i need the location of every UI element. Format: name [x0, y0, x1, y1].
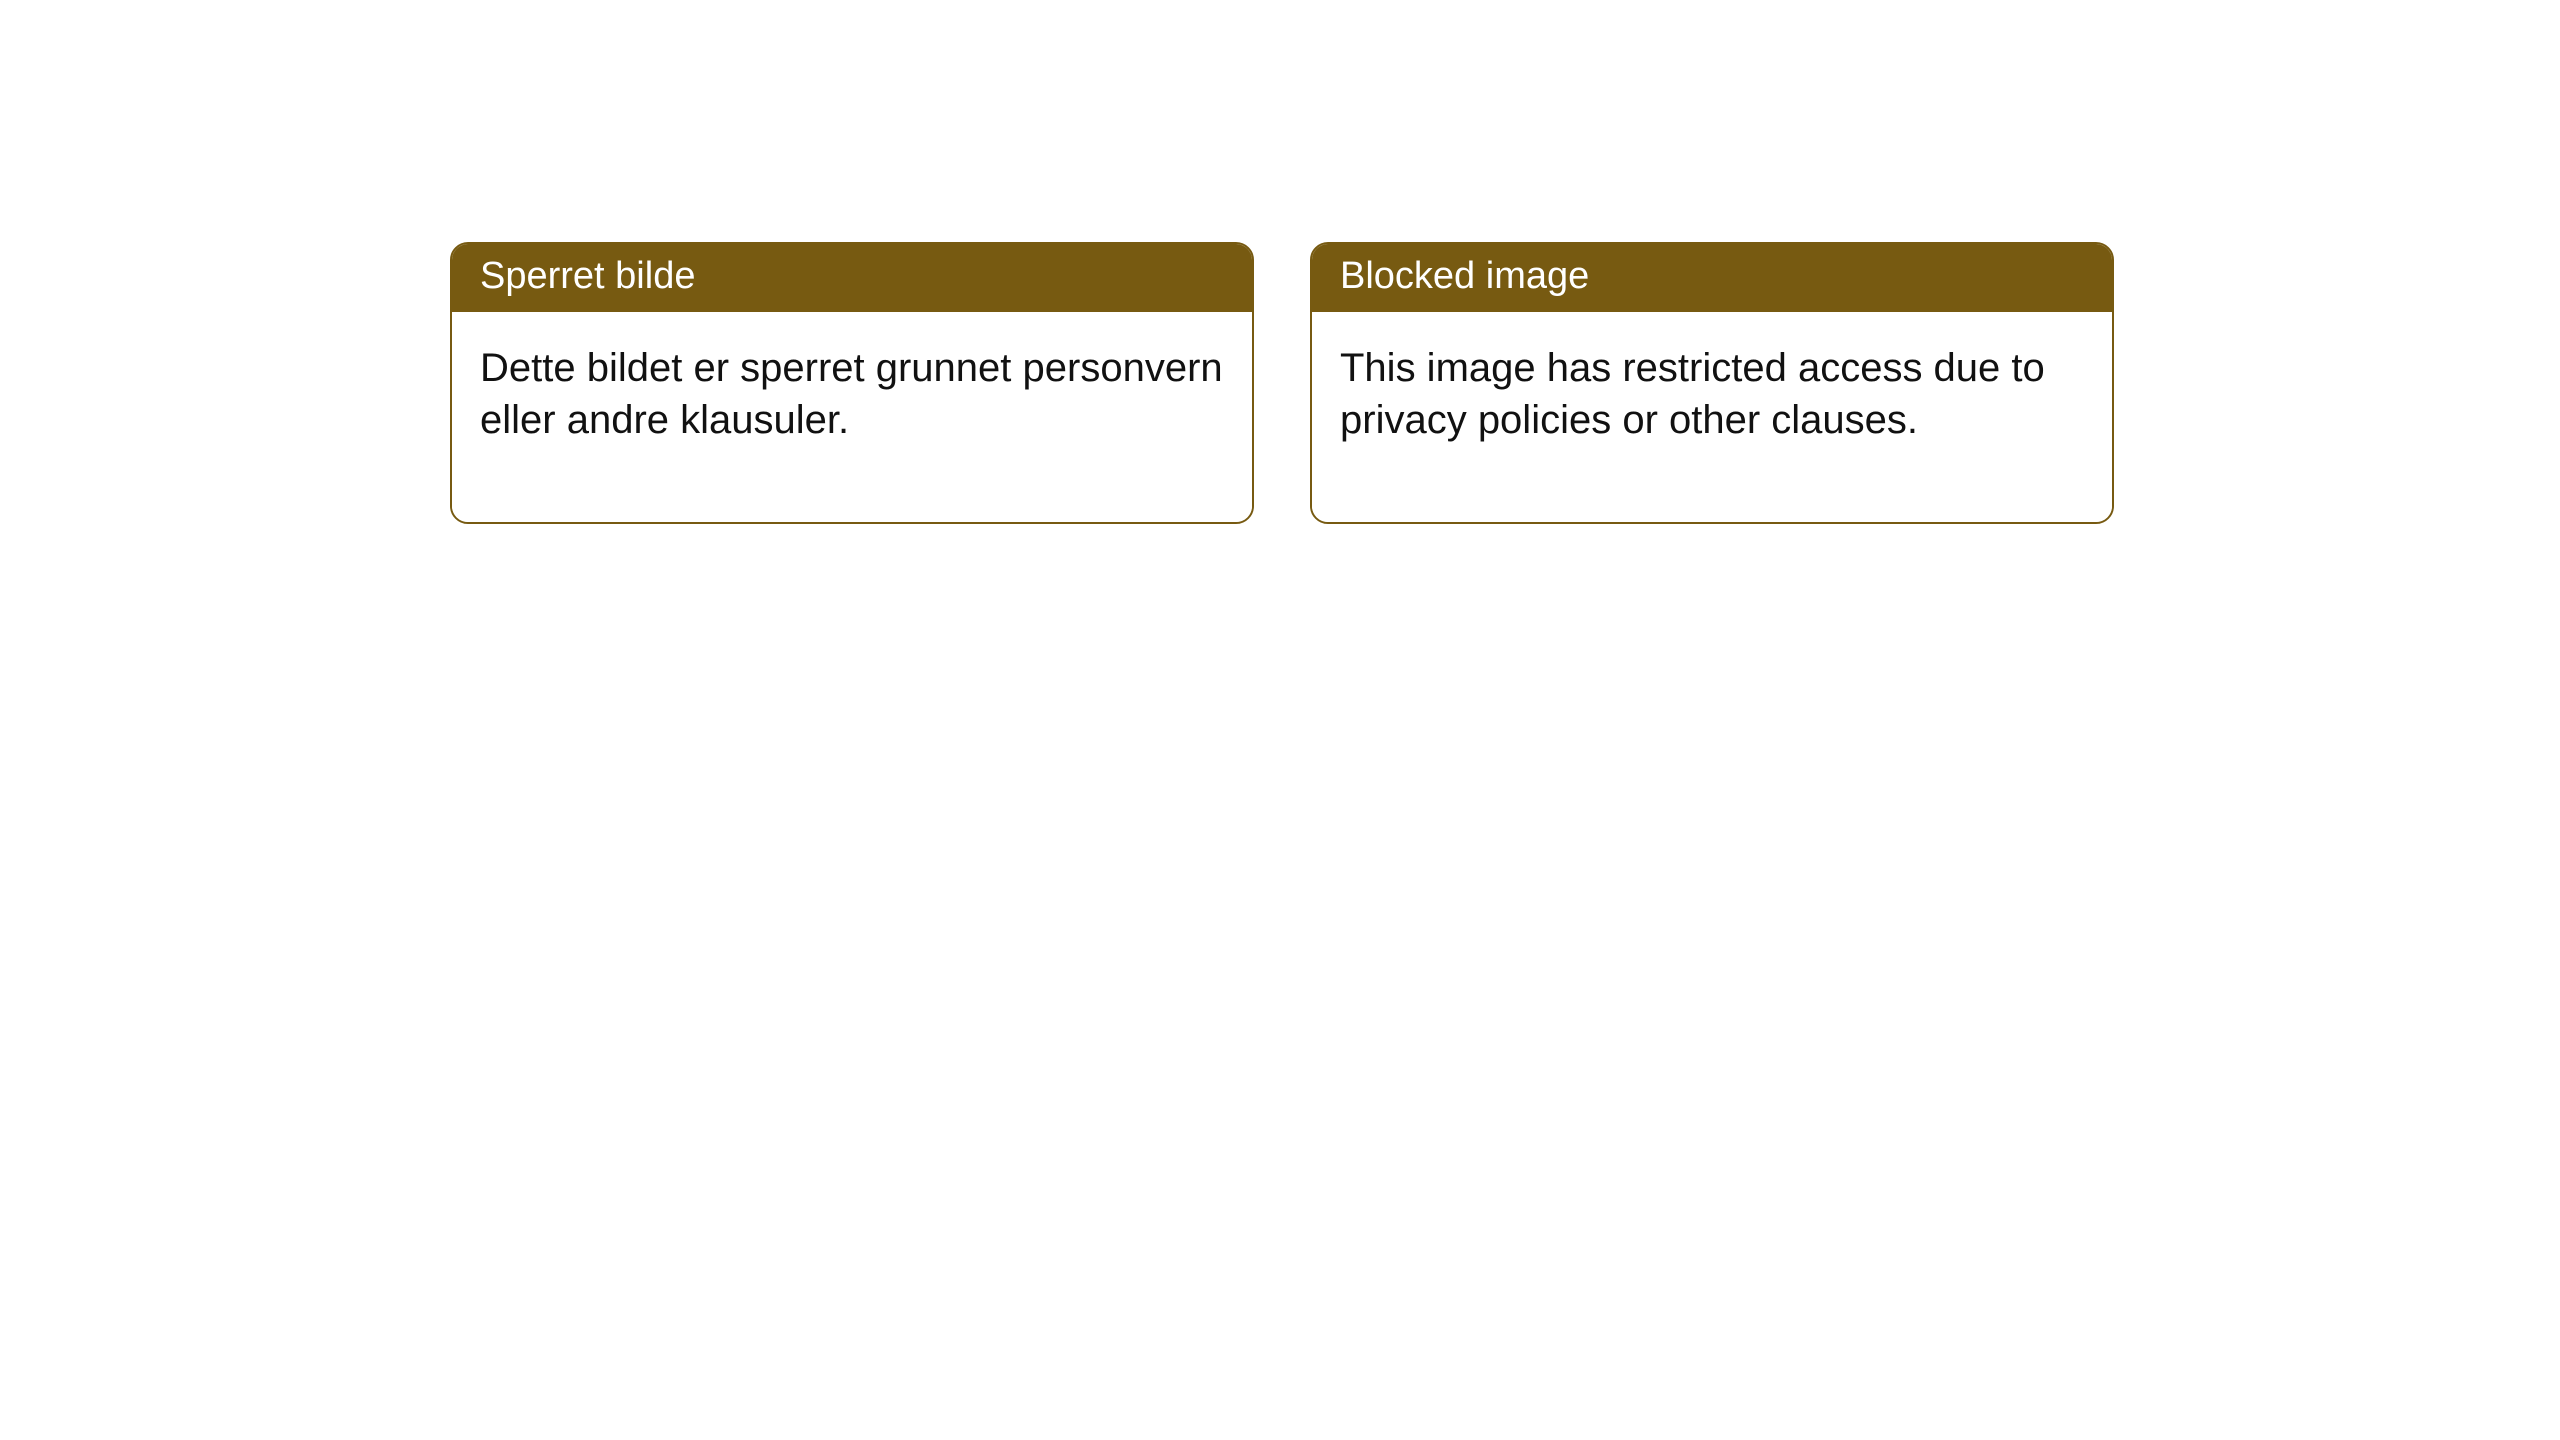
notice-container: Sperret bilde Dette bildet er sperret gr… [0, 0, 2560, 524]
card-header: Sperret bilde [452, 244, 1252, 312]
card-body: Dette bildet er sperret grunnet personve… [452, 312, 1252, 522]
card-body: This image has restricted access due to … [1312, 312, 2112, 522]
blocked-image-card-no: Sperret bilde Dette bildet er sperret gr… [450, 242, 1254, 524]
card-header: Blocked image [1312, 244, 2112, 312]
blocked-image-card-en: Blocked image This image has restricted … [1310, 242, 2114, 524]
